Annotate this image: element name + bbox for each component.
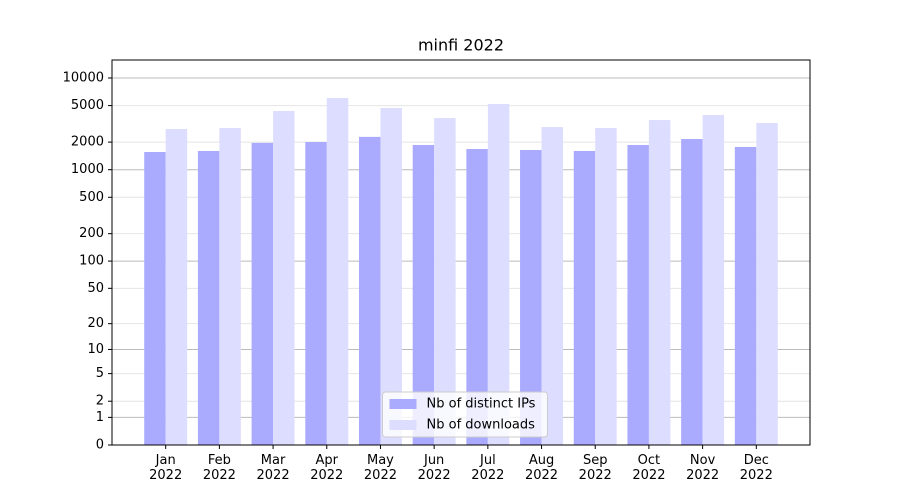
x-tick-label: Aug 2022 (524, 453, 559, 483)
bar (326, 97, 349, 445)
legend-label: Nb of distinct IPs (427, 397, 536, 412)
bar (358, 136, 381, 446)
bar (251, 142, 274, 445)
bar (702, 114, 725, 445)
y-tick-label: 5000 (71, 98, 104, 113)
bar (734, 146, 757, 445)
y-tick-label: 0 (96, 438, 104, 453)
y-tick-label: 50 (87, 281, 104, 296)
bar (165, 128, 188, 445)
bar (466, 149, 488, 446)
y-tick-label: 500 (79, 190, 104, 205)
x-tick-label: Oct 2022 (632, 453, 666, 483)
bar (648, 120, 671, 445)
bar (412, 144, 435, 445)
bar (520, 149, 542, 445)
x-tick-label: Apr 2022 (310, 453, 344, 483)
bar (434, 118, 456, 445)
bar (273, 110, 295, 445)
y-tick-label: 2 (96, 394, 104, 409)
bar (541, 127, 564, 445)
bar (756, 122, 778, 445)
bar (197, 150, 220, 446)
bar (305, 141, 327, 446)
x-tick-label: May 2022 (363, 453, 397, 483)
y-tick-label: 1000 (71, 162, 104, 177)
y-tick-label: 10000 (63, 70, 104, 85)
bar (595, 127, 617, 446)
y-tick-label: 1 (96, 410, 104, 425)
y-tick-label: 2000 (71, 135, 104, 150)
bar (144, 151, 166, 445)
x-tick-label: Jul 2022 (471, 453, 505, 483)
legend-swatch (389, 399, 417, 409)
x-tick-label: Feb 2022 (202, 453, 236, 483)
bar (380, 107, 402, 445)
y-tick-label: 20 (87, 316, 104, 331)
legend-label: Nb of downloads (427, 418, 536, 433)
x-tick-label: Sep 2022 (578, 453, 612, 483)
bar (487, 103, 510, 445)
x-tick-label: Mar 2022 (256, 453, 290, 483)
bar (627, 144, 649, 445)
legend-box (382, 391, 548, 438)
bar (219, 127, 241, 446)
x-tick-label: Nov 2022 (686, 453, 720, 483)
y-tick-label: 10 (87, 342, 104, 357)
chart-title: minfi 2022 (418, 36, 504, 55)
bar (573, 150, 596, 446)
bar (681, 139, 703, 445)
legend-swatch (389, 420, 417, 430)
y-tick-label: 200 (79, 226, 104, 241)
plot-frame (111, 59, 811, 446)
x-tick-label: Dec 2022 (739, 453, 773, 483)
y-tick-label: 100 (79, 254, 104, 269)
x-tick-label: Jun 2022 (417, 453, 451, 483)
y-tick-label: 5 (96, 366, 104, 381)
x-tick-label: Jan 2022 (149, 453, 183, 483)
